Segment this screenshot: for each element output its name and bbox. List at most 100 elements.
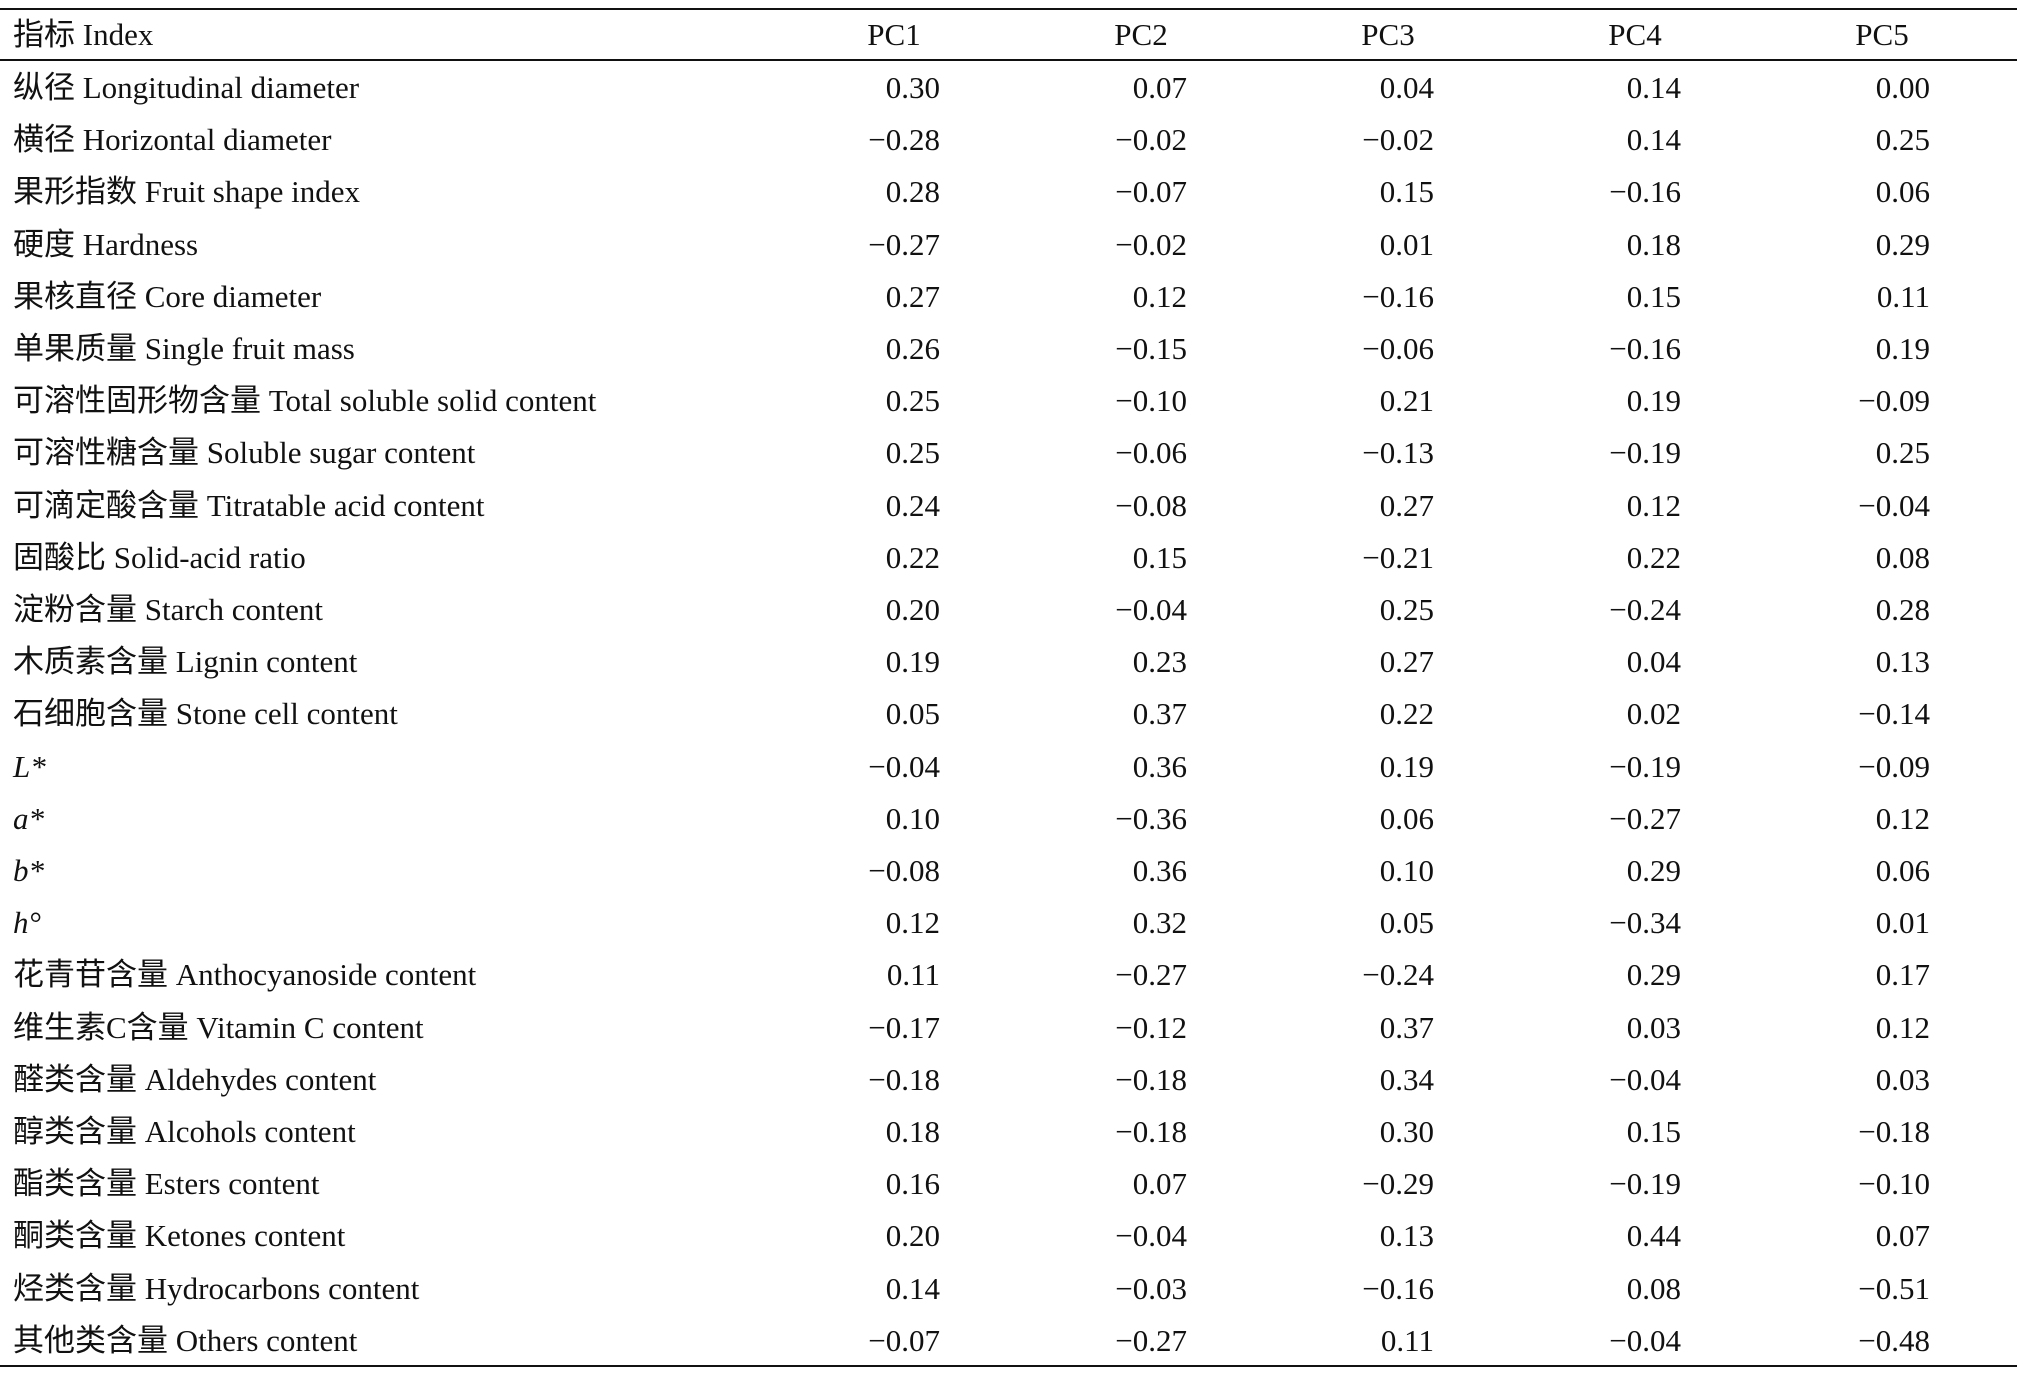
row-label: 淀粉含量 Starch content bbox=[13, 592, 323, 627]
value-cell: −0.08 bbox=[1115, 487, 1187, 523]
row-label: 石细胞含量 Stone cell content bbox=[13, 696, 398, 732]
value-cell: −0.27 bbox=[1609, 800, 1681, 836]
bottom-rule bbox=[0, 1365, 2017, 1367]
value-cell: 0.11 bbox=[1380, 1322, 1434, 1358]
value-cell: 0.04 bbox=[1626, 644, 1681, 680]
value-cell: 0.11 bbox=[1876, 278, 1930, 314]
value-cell: −0.16 bbox=[1609, 174, 1681, 210]
value-cell: −0.10 bbox=[1858, 1166, 1930, 1202]
value-cell: −0.16 bbox=[1362, 1270, 1434, 1306]
value-cell: −0.04 bbox=[1609, 1322, 1681, 1358]
value-cell: 0.12 bbox=[1875, 1009, 1930, 1045]
value-cell: 0.10 bbox=[885, 800, 940, 836]
row-label: h° bbox=[13, 905, 41, 941]
header-rule bbox=[0, 59, 2017, 61]
row-label: 纵径 Longitudinal diameter bbox=[13, 70, 360, 105]
value-cell: 0.15 bbox=[1132, 539, 1187, 575]
row-label: 可滴定酸含量 Titratable acid content bbox=[13, 487, 485, 523]
value-cell: 0.23 bbox=[1132, 644, 1187, 680]
value-cell: 0.21 bbox=[1379, 383, 1434, 419]
value-cell: −0.34 bbox=[1609, 905, 1681, 941]
value-cell: −0.04 bbox=[868, 748, 940, 784]
value-cell: 0.27 bbox=[885, 278, 940, 314]
header-cell: PC5 bbox=[1855, 17, 1909, 52]
value-cell: 0.12 bbox=[1875, 800, 1930, 836]
value-cell: 0.25 bbox=[1875, 122, 1930, 158]
row-label: 其他类含量 Others content bbox=[13, 1322, 358, 1358]
value-cell: 0.15 bbox=[1626, 1114, 1681, 1149]
value-cell: 0.32 bbox=[1132, 905, 1187, 941]
value-cell: 0.00 bbox=[1875, 70, 1930, 105]
value-cell: 0.05 bbox=[1379, 905, 1434, 941]
header-cell: PC1 bbox=[867, 17, 921, 52]
value-cell: 0.19 bbox=[1626, 383, 1681, 419]
value-cell: 0.24 bbox=[885, 487, 940, 523]
row-label: 木质素含量 Lignin content bbox=[13, 644, 358, 680]
value-cell: 0.07 bbox=[1132, 1166, 1187, 1202]
value-cell: −0.04 bbox=[1115, 592, 1187, 627]
value-cell: −0.02 bbox=[1115, 226, 1187, 262]
value-cell: 0.12 bbox=[1132, 278, 1187, 314]
row-label: 花青苷含量 Anthocyanoside content bbox=[13, 957, 477, 993]
row-label: 维生素C含量 Vitamin C content bbox=[13, 1009, 424, 1045]
value-cell: 0.22 bbox=[1379, 696, 1434, 732]
header-cell: PC2 bbox=[1114, 17, 1168, 52]
value-cell: 0.14 bbox=[1626, 122, 1681, 158]
row-label: 烃类含量 Hydrocarbons content bbox=[13, 1270, 420, 1306]
value-cell: −0.27 bbox=[868, 226, 940, 262]
value-cell: −0.09 bbox=[1858, 748, 1930, 784]
value-cell: 0.29 bbox=[1875, 226, 1930, 262]
value-cell: −0.04 bbox=[1858, 487, 1930, 523]
row-label: 单果质量 Single fruit mass bbox=[13, 331, 355, 366]
value-cell: 0.28 bbox=[1875, 592, 1930, 627]
value-cell: 0.36 bbox=[1132, 853, 1187, 888]
value-cell: 0.20 bbox=[885, 592, 940, 627]
value-cell: 0.01 bbox=[1875, 905, 1930, 941]
value-cell: 0.12 bbox=[1626, 487, 1681, 523]
value-cell: 0.25 bbox=[1875, 435, 1930, 471]
value-cell: 0.25 bbox=[885, 383, 940, 419]
header-cell: PC4 bbox=[1608, 17, 1662, 52]
value-cell: −0.51 bbox=[1858, 1270, 1930, 1306]
value-cell: −0.27 bbox=[1115, 1322, 1187, 1358]
value-cell: 0.18 bbox=[885, 1114, 940, 1149]
value-cell: −0.18 bbox=[1115, 1061, 1187, 1097]
value-cell: −0.06 bbox=[1362, 331, 1434, 366]
value-cell: 0.16 bbox=[885, 1166, 940, 1202]
value-cell: 0.20 bbox=[885, 1218, 940, 1254]
value-cell: 0.14 bbox=[1626, 70, 1681, 105]
value-cell: 0.02 bbox=[1626, 696, 1681, 732]
value-cell: 0.08 bbox=[1626, 1270, 1681, 1306]
value-cell: −0.19 bbox=[1609, 435, 1681, 471]
value-cell: 0.22 bbox=[885, 539, 940, 575]
value-cell: 0.13 bbox=[1379, 1218, 1434, 1254]
value-cell: 0.01 bbox=[1379, 226, 1434, 262]
value-cell: 0.04 bbox=[1379, 70, 1434, 105]
value-cell: −0.08 bbox=[868, 853, 940, 888]
value-cell: 0.29 bbox=[1626, 957, 1681, 993]
value-cell: −0.24 bbox=[1609, 592, 1681, 627]
value-cell: −0.02 bbox=[1362, 122, 1434, 158]
value-cell: −0.16 bbox=[1609, 331, 1681, 366]
value-cell: −0.15 bbox=[1115, 331, 1187, 366]
value-cell: −0.36 bbox=[1115, 800, 1187, 836]
value-cell: 0.28 bbox=[885, 174, 940, 210]
value-cell: 0.27 bbox=[1379, 644, 1434, 680]
value-cell: 0.07 bbox=[1132, 70, 1187, 105]
value-cell: 0.13 bbox=[1875, 644, 1930, 680]
row-label: 果核直径 Core diameter bbox=[13, 278, 322, 314]
value-cell: −0.12 bbox=[1115, 1009, 1187, 1045]
value-cell: 0.15 bbox=[1379, 174, 1434, 210]
value-cell: 0.27 bbox=[1379, 487, 1434, 523]
value-cell: −0.13 bbox=[1362, 435, 1434, 471]
value-cell: −0.24 bbox=[1362, 957, 1434, 993]
header-cell: 指标 Index bbox=[13, 17, 154, 52]
value-cell: −0.04 bbox=[1115, 1218, 1187, 1254]
value-cell: −0.07 bbox=[1115, 174, 1187, 210]
row-label: 醇类含量 Alcohols content bbox=[13, 1114, 356, 1149]
value-cell: 0.19 bbox=[1875, 331, 1930, 366]
value-cell: 0.44 bbox=[1626, 1218, 1681, 1254]
value-cell: 0.19 bbox=[1379, 748, 1434, 784]
value-cell: 0.25 bbox=[885, 435, 940, 471]
value-cell: −0.19 bbox=[1609, 1166, 1681, 1202]
